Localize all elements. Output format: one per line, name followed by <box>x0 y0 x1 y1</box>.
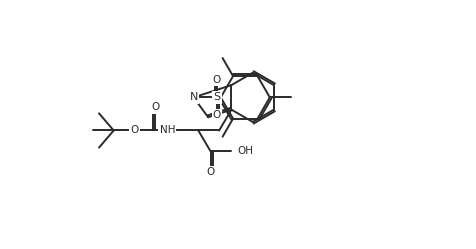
Text: O: O <box>130 125 139 135</box>
Text: S: S <box>213 92 220 102</box>
Text: OH: OH <box>237 146 253 156</box>
Text: NH: NH <box>159 125 175 135</box>
Text: O: O <box>212 75 221 85</box>
Text: O: O <box>151 102 159 112</box>
Text: O: O <box>212 110 221 120</box>
Text: O: O <box>206 167 214 177</box>
Text: N: N <box>189 92 198 102</box>
